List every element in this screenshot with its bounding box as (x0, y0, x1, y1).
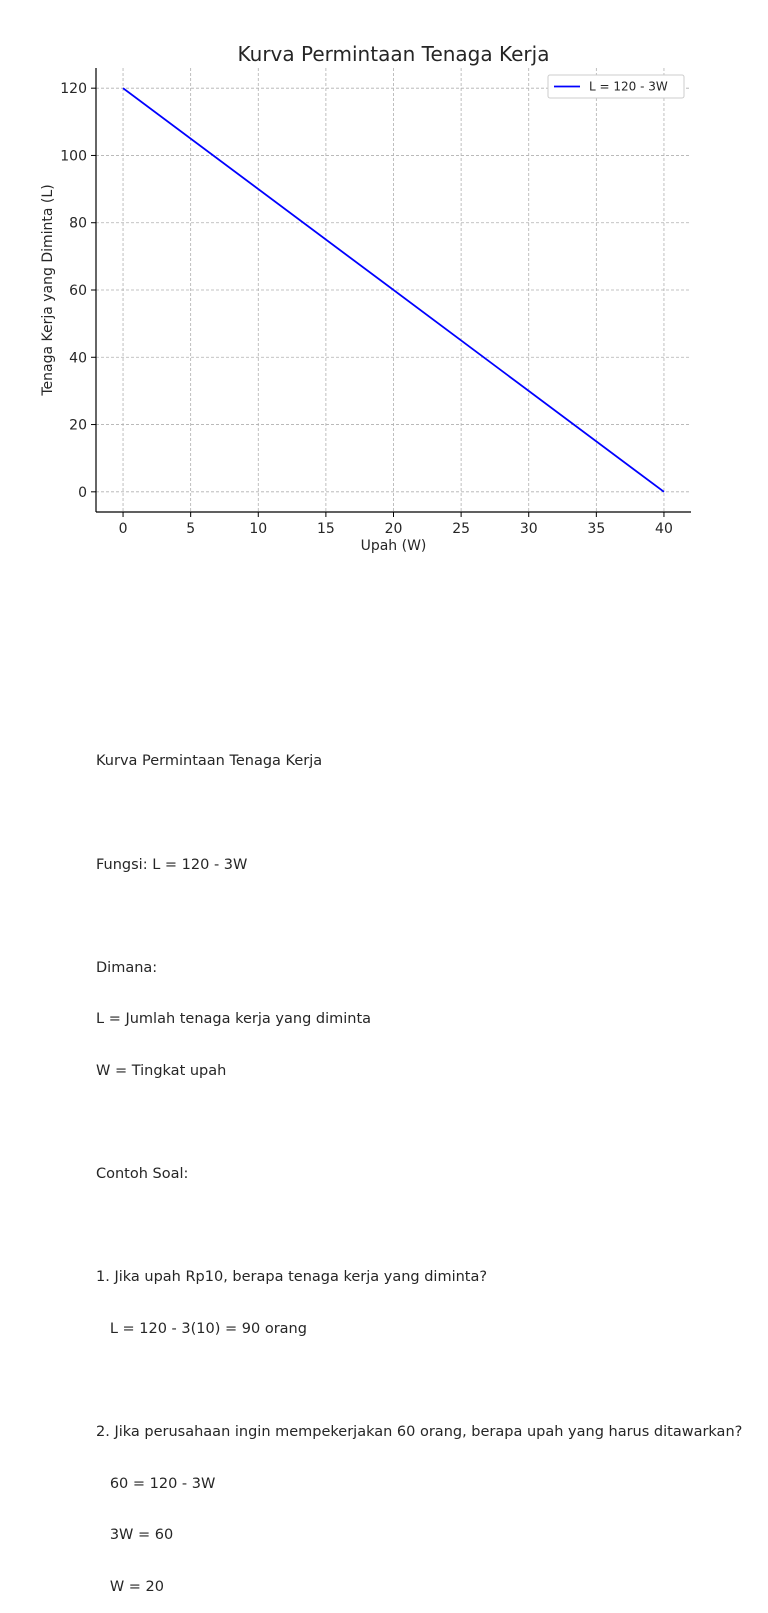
notes-where-label: Dimana: (96, 959, 158, 976)
y-tick-label: 40 (69, 350, 87, 366)
notes-answer-2-line-1: 60 = 120 - 3W (96, 1475, 216, 1492)
x-tick-label: 20 (385, 521, 403, 537)
notes-answer-2-line-2: 3W = 60 (96, 1527, 174, 1544)
notes-where-w: W = Tingkat upah (96, 1063, 227, 1080)
y-tick-label: 0 (78, 485, 87, 501)
x-axis-ticks: 0 5 10 15 20 25 30 35 40 (119, 512, 673, 537)
x-tick-label: 30 (520, 521, 538, 537)
legend-entry-label: L = 120 - 3W (589, 80, 668, 94)
notes-function: Fungsi: L = 120 - 3W (96, 856, 248, 873)
notes-heading: Kurva Permintaan Tenaga Kerja (96, 753, 323, 770)
notes-answer-1: L = 120 - 3(10) = 90 orang (96, 1321, 307, 1338)
y-axis-label: Tenaga Kerja yang Diminta (L) (40, 184, 56, 396)
y-tick-label: 80 (69, 216, 87, 232)
y-tick-label: 100 (60, 148, 87, 164)
notes-gap (96, 1373, 768, 1390)
notes-question-2: 2. Jika perusahaan ingin mempekerjakan 6… (96, 1424, 743, 1441)
notes-gap (96, 1115, 768, 1132)
notes-answer-2-line-3: W = 20 (96, 1579, 164, 1596)
grid (96, 68, 691, 512)
chart: Kurva Permintaan Tenaga Kerja 0 5 10 15 20 25… (40, 42, 691, 554)
x-tick-label: 5 (186, 521, 195, 537)
legend: L = 120 - 3W (547, 74, 685, 99)
x-tick-label: 10 (249, 521, 267, 537)
y-tick-label: 60 (69, 283, 87, 299)
y-tick-label: 120 (60, 81, 87, 97)
notes-question-1: 1. Jika upah Rp10, berapa tenaga kerja y… (96, 1269, 488, 1286)
series-line (122, 87, 665, 493)
notes-where-l: L = Jumlah tenaga kerja yang diminta (96, 1011, 372, 1028)
x-tick-label: 15 (317, 521, 335, 537)
series-group (122, 87, 665, 493)
x-tick-label: 0 (119, 521, 128, 537)
y-axis-ticks: 0 20 40 60 80 100 120 (60, 81, 96, 501)
legend-box (547, 74, 685, 99)
notes-gap (96, 1218, 768, 1235)
y-tick-label: 20 (69, 418, 87, 434)
x-tick-label: 25 (452, 521, 470, 537)
notes-examples-label: Contoh Soal: (96, 1166, 189, 1183)
x-tick-label: 40 (655, 521, 673, 537)
notes-gap (96, 805, 768, 822)
notes-gap (96, 908, 768, 925)
x-axis-label: Upah (W) (361, 538, 427, 554)
notes-text: Kurva Permintaan Tenaga Kerja Fungsi: L … (96, 719, 768, 1613)
x-tick-label: 35 (587, 521, 605, 537)
chart-title: Kurva Permintaan Tenaga Kerja (238, 42, 550, 66)
